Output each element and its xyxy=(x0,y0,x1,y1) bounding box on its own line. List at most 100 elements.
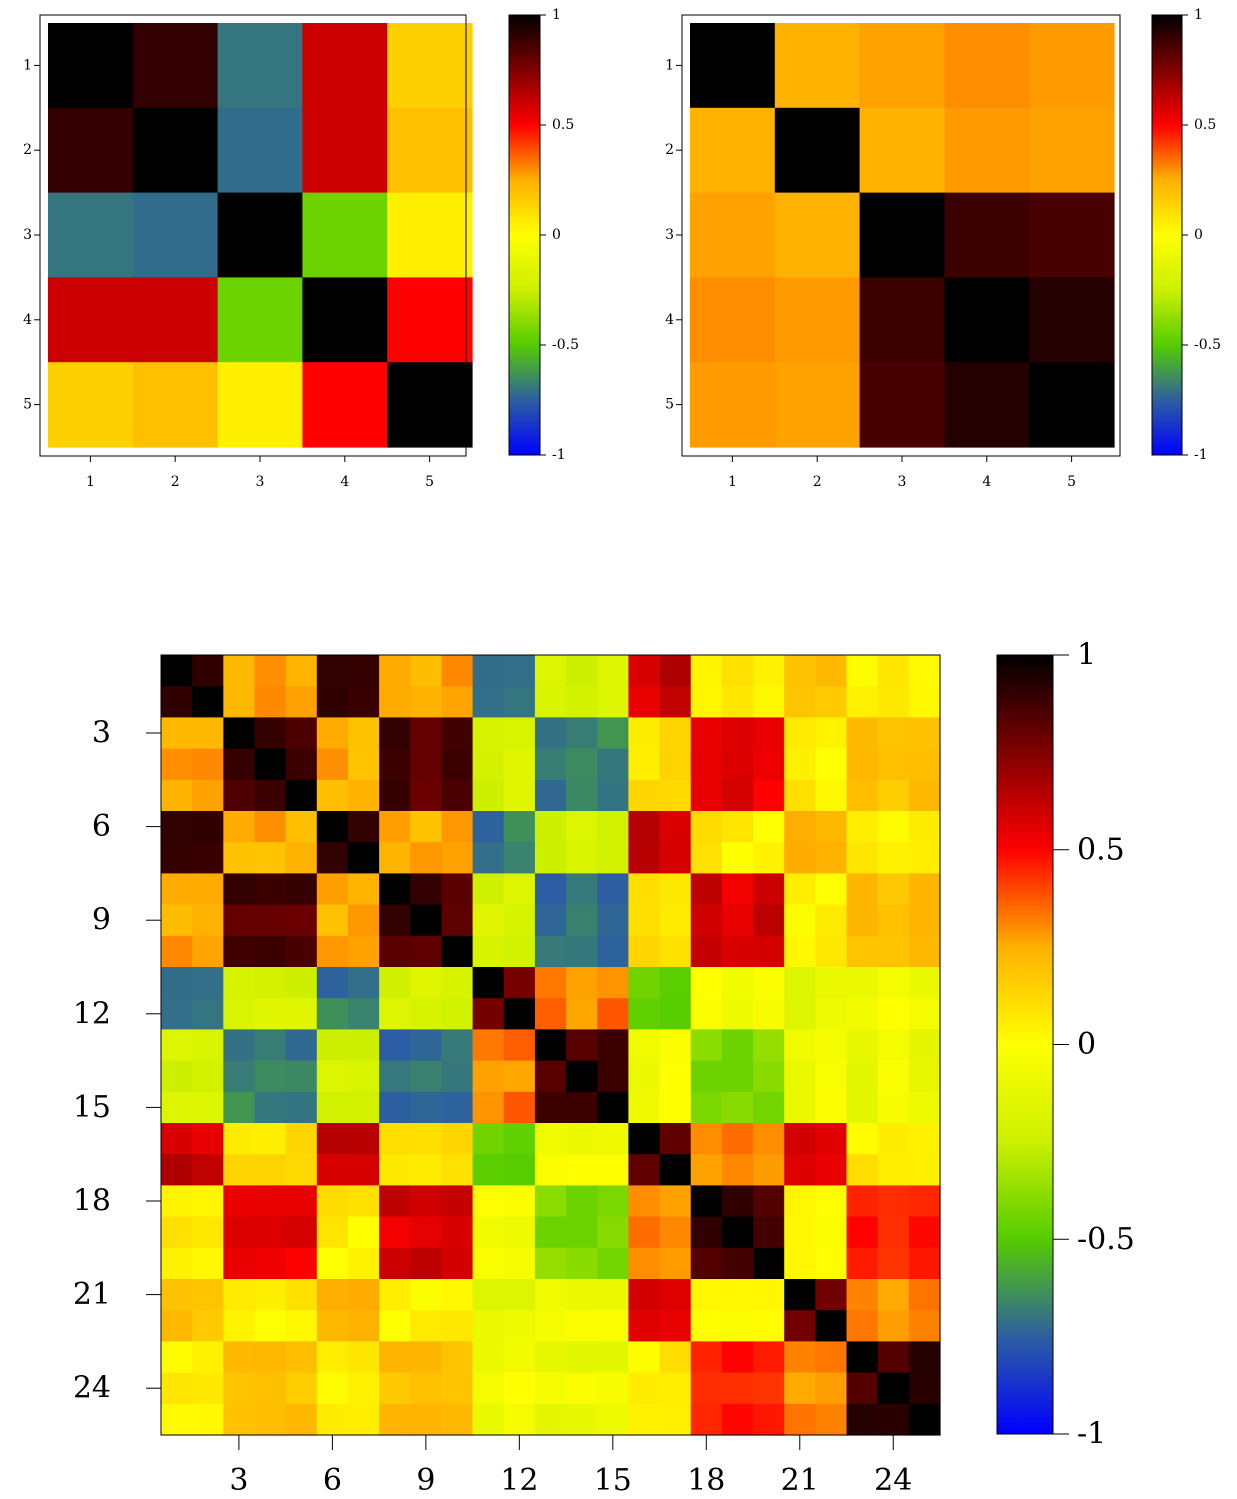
heatmap-cell-5-19 xyxy=(721,779,754,812)
heatmap-cell-5-5 xyxy=(387,362,473,448)
heatmap-cell-11-12 xyxy=(503,967,536,999)
heatmap-cell-17-13 xyxy=(534,1154,567,1186)
heatmap-cell-9-3 xyxy=(223,904,256,937)
heatmap-cell-19-24 xyxy=(877,1216,910,1249)
heatmap-cell-2-1 xyxy=(161,686,193,718)
heatmap-cell-18-9 xyxy=(410,1185,443,1218)
heatmap-cell-2-18 xyxy=(690,686,723,718)
heatmap-cell-1-16 xyxy=(628,655,661,687)
heatmap-cell-5-17 xyxy=(659,779,692,812)
heatmap-cell-22-13 xyxy=(534,1310,567,1342)
heatmap-cell-11-20 xyxy=(753,967,785,999)
heatmap-cell-3-5 xyxy=(387,192,473,278)
heatmap-cell-21-19 xyxy=(721,1279,754,1311)
colorbar-gradient xyxy=(1151,14,1183,456)
heatmap-cell-19-2 xyxy=(192,1216,224,1249)
heatmap-cell-23-6 xyxy=(316,1341,349,1374)
heatmap-cell-8-16 xyxy=(628,873,661,906)
heatmap-cell-16-3 xyxy=(223,1123,256,1155)
heatmap-cell-18-14 xyxy=(566,1185,598,1218)
heatmap-cell-18-17 xyxy=(659,1185,692,1218)
heatmap-cell-16-23 xyxy=(846,1123,879,1155)
heatmap-cell-10-21 xyxy=(784,935,816,968)
heatmap-cell-18-21 xyxy=(784,1185,816,1218)
heatmap-cell-11-21 xyxy=(784,967,816,999)
heatmap-cell-13-10 xyxy=(441,1029,474,1062)
heatmap-cell-11-25 xyxy=(908,967,941,999)
heatmap-cell-25-10 xyxy=(441,1403,474,1436)
heatmap-cell-9-15 xyxy=(597,904,629,937)
heatmap-cell-1-10 xyxy=(441,655,474,687)
heatmap-cell-13-21 xyxy=(784,1029,816,1062)
heatmap-cell-18-13 xyxy=(534,1185,567,1218)
heatmap-cell-12-24 xyxy=(877,998,910,1030)
heatmap-cell-19-7 xyxy=(347,1216,380,1249)
heatmap-cell-16-12 xyxy=(503,1123,536,1155)
heatmap-cell-3-2 xyxy=(192,717,224,750)
heatmap-cell-24-6 xyxy=(316,1372,349,1405)
heatmap-cell-24-4 xyxy=(254,1372,287,1405)
heatmap-cell-9-19 xyxy=(721,904,754,937)
heatmap-cell-6-18 xyxy=(690,811,723,843)
heatmap-cell-21-20 xyxy=(753,1279,785,1311)
heatmap-cell-3-1 xyxy=(161,717,193,750)
heatmap-cell-1-23 xyxy=(846,655,879,687)
heatmap-cell-23-20 xyxy=(753,1341,785,1374)
heatmap-cell-23-5 xyxy=(285,1341,318,1374)
heatmap-cell-7-5 xyxy=(285,842,318,874)
heatmap-cell-5-8 xyxy=(379,779,411,812)
heatmap-cell-23-19 xyxy=(721,1341,754,1374)
heatmap-cell-12-6 xyxy=(316,998,349,1030)
heatmap-cell-14-8 xyxy=(379,1060,411,1093)
x-tick-label: 4 xyxy=(982,474,991,490)
heatmap-cell-3-14 xyxy=(566,717,598,750)
heatmap-cell-6-3 xyxy=(223,811,256,843)
heatmap-cell-3-3 xyxy=(223,717,256,750)
heatmap-cell-4-9 xyxy=(410,748,443,781)
heatmap-cell-5-1 xyxy=(690,362,776,448)
heatmap-cell-2-11 xyxy=(472,686,505,718)
heatmap-cell-9-21 xyxy=(784,904,816,937)
heatmap-cell-12-4 xyxy=(254,998,287,1030)
heatmap-cell-23-15 xyxy=(597,1341,629,1374)
heatmap-cell-24-10 xyxy=(441,1372,474,1405)
heatmap-cell-3-19 xyxy=(721,717,754,750)
heatmap-cell-11-24 xyxy=(877,967,910,999)
y-tick-label: 3 xyxy=(665,227,674,243)
heatmap-cell-4-13 xyxy=(534,748,567,781)
heatmap-cell-13-7 xyxy=(347,1029,380,1062)
heatmap-cell-16-18 xyxy=(690,1123,723,1155)
x-tick-label: 3 xyxy=(256,474,265,490)
heatmap-cell-6-7 xyxy=(347,811,380,843)
heatmap-cell-4-25 xyxy=(908,748,941,781)
heatmap-cell-17-8 xyxy=(379,1154,411,1186)
heatmap-cell-7-7 xyxy=(347,842,380,874)
heatmap-cell-4-5 xyxy=(285,748,318,781)
heatmap-cell-24-2 xyxy=(192,1372,224,1405)
x-tick-label: 6 xyxy=(323,1463,342,1498)
heatmap-cell-3-20 xyxy=(753,717,785,750)
heatmap-cell-25-21 xyxy=(784,1403,816,1436)
y-tick-label: 2 xyxy=(665,142,674,158)
heatmap-cell-5-2 xyxy=(774,362,861,448)
heatmap-cell-3-5 xyxy=(285,717,318,750)
heatmap-cell-9-9 xyxy=(410,904,443,937)
heatmap-cell-4-17 xyxy=(659,748,692,781)
heatmap-cell-2-1 xyxy=(690,107,776,194)
heatmap-cell-20-18 xyxy=(690,1247,723,1280)
heatmap-cell-17-1 xyxy=(161,1154,193,1186)
heatmap-cell-14-4 xyxy=(254,1060,287,1093)
heatmap-cell-15-7 xyxy=(347,1091,380,1124)
heatmap-cell-5-10 xyxy=(441,779,474,812)
heatmap-cell-13-12 xyxy=(503,1029,536,1062)
heatmap-cell-20-17 xyxy=(659,1247,692,1280)
heatmap-cell-8-25 xyxy=(908,873,941,906)
colorbar-tick-label: -0.5 xyxy=(1194,337,1221,353)
heatmap-cell-9-24 xyxy=(877,904,910,937)
heatmap-cell-14-23 xyxy=(846,1060,879,1093)
heatmap-cell-13-8 xyxy=(379,1029,411,1062)
heatmap-cell-12-14 xyxy=(566,998,598,1030)
heatmap-cell-6-19 xyxy=(721,811,754,843)
heatmap-cell-5-18 xyxy=(690,779,723,812)
heatmap-cell-20-22 xyxy=(815,1247,848,1280)
